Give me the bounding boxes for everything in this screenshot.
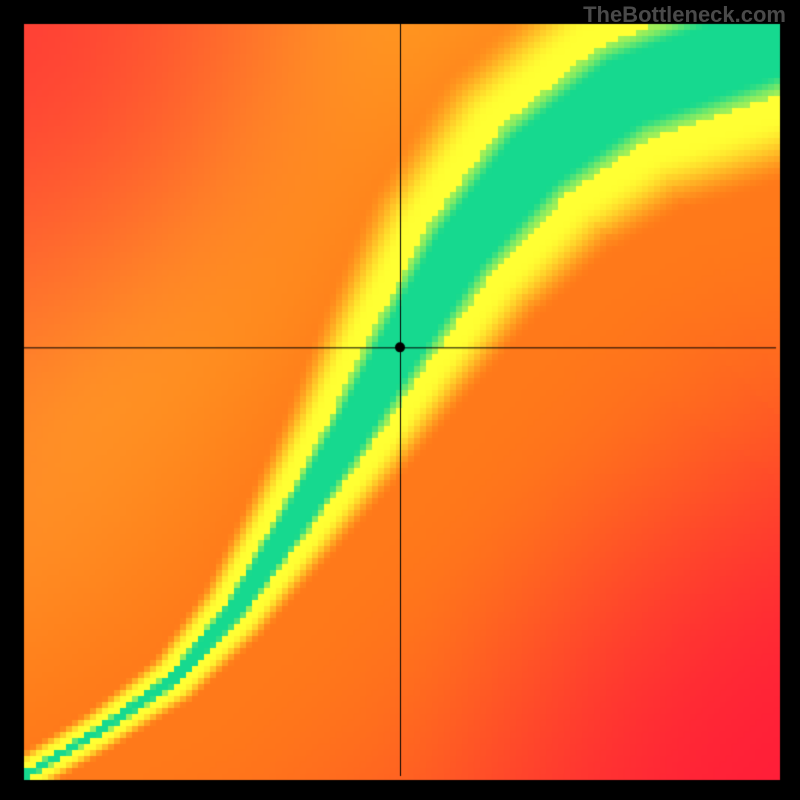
watermark-text: TheBottleneck.com	[583, 2, 786, 28]
bottleneck-heatmap	[0, 0, 800, 800]
